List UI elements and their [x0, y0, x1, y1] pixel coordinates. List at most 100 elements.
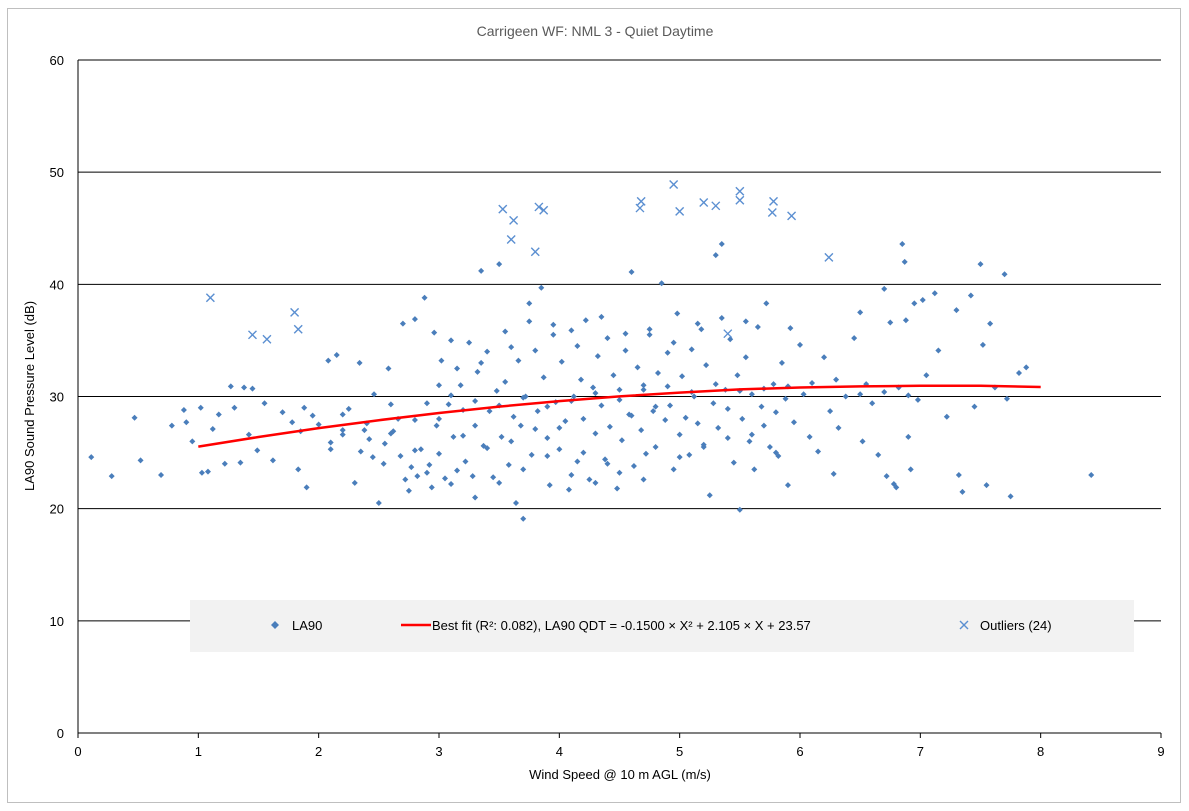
la90-point	[380, 460, 387, 467]
outlier-point	[539, 205, 549, 215]
la90-point	[574, 343, 581, 350]
la90-point	[1007, 493, 1014, 500]
y-tick-label: 40	[50, 277, 64, 292]
la90-point	[454, 467, 461, 474]
x-tick-label: 2	[315, 744, 322, 759]
outlier-point	[711, 201, 721, 211]
axes	[77, 60, 1162, 738]
la90-point	[411, 447, 418, 454]
la90-point	[333, 351, 340, 358]
la90-point	[544, 452, 551, 459]
la90-point	[670, 466, 677, 473]
outlier-point	[498, 204, 508, 214]
la90-point	[325, 357, 332, 364]
la90-point	[227, 383, 234, 390]
la90-point	[616, 469, 623, 476]
la90-point	[655, 369, 662, 376]
la90-point	[652, 443, 659, 450]
la90-point	[640, 382, 647, 389]
outlier-point	[205, 293, 215, 303]
x-tick-label: 6	[796, 744, 803, 759]
y-axis-label: LA90 Sound Pressure Level (dB)	[22, 301, 37, 491]
la90-point	[466, 339, 473, 346]
la90-point	[158, 472, 165, 479]
la90-point	[618, 437, 625, 444]
la90-point	[736, 506, 743, 513]
la90-point	[436, 450, 442, 457]
outlier-point	[675, 206, 685, 216]
la90-point	[517, 422, 524, 429]
la90-point	[787, 325, 794, 332]
la90-point	[198, 469, 205, 476]
la90-point	[953, 307, 960, 314]
la90-point	[472, 422, 479, 429]
la90-point	[724, 405, 731, 412]
la90-point	[806, 433, 813, 440]
la90-point	[598, 313, 605, 320]
la90-point	[241, 384, 248, 391]
la90-point	[742, 318, 749, 325]
la90-point	[622, 330, 629, 337]
la90-point	[670, 339, 677, 346]
la90-point	[691, 393, 698, 400]
la90-point	[493, 387, 500, 394]
la90-point	[923, 372, 930, 379]
outlier-point	[767, 208, 777, 218]
y-tick-label: 0	[57, 726, 64, 741]
la90-point	[628, 268, 635, 275]
la90-point	[628, 412, 635, 419]
la90-point	[710, 400, 717, 407]
la90-point	[682, 414, 689, 421]
la90-point	[180, 406, 187, 413]
la90-point	[231, 404, 238, 411]
la90-point	[592, 390, 599, 397]
la90-point	[502, 328, 509, 335]
la90-point	[694, 320, 701, 327]
la90-point	[556, 424, 563, 431]
la90-point	[1016, 369, 1023, 376]
la90-point	[931, 290, 938, 297]
la90-point	[309, 412, 316, 419]
la90-point	[724, 435, 731, 442]
la90-point	[662, 417, 669, 424]
la90-point	[462, 458, 469, 465]
la90-series	[88, 240, 1095, 522]
la90-point	[594, 353, 601, 360]
outlier-point	[824, 252, 834, 262]
outlier-point	[506, 234, 516, 244]
la90-point	[245, 431, 252, 438]
la90-point	[664, 383, 671, 390]
la90-point	[977, 261, 984, 268]
la90-point	[574, 458, 581, 465]
legend-background	[190, 600, 1134, 652]
la90-point	[800, 391, 807, 398]
la90-point	[408, 464, 415, 471]
la90-point	[183, 419, 190, 426]
la90-point	[528, 451, 535, 458]
la90-point	[558, 358, 565, 365]
la90-point	[902, 317, 909, 324]
la90-point	[797, 341, 803, 348]
la90-point	[526, 318, 533, 325]
la90-point	[718, 314, 725, 321]
la90-point	[842, 393, 849, 400]
la90-point	[778, 359, 785, 366]
la90-point	[423, 469, 430, 476]
la90-point	[586, 476, 593, 483]
la90-point	[269, 457, 276, 464]
la90-point	[254, 447, 261, 454]
la90-point	[237, 459, 244, 466]
la90-point	[580, 449, 587, 456]
la90-point	[88, 454, 95, 461]
la90-point	[197, 404, 204, 411]
x-tick-label: 9	[1157, 744, 1164, 759]
la90-point	[616, 396, 623, 403]
la90-point	[642, 450, 649, 457]
la90-point	[327, 446, 334, 453]
la90-point	[498, 433, 505, 440]
outlier-point	[509, 215, 519, 225]
la90-point	[339, 411, 346, 418]
la90-point	[758, 403, 765, 410]
legend-outliers-label: Outliers (24)	[980, 618, 1052, 633]
la90-point	[279, 409, 286, 416]
